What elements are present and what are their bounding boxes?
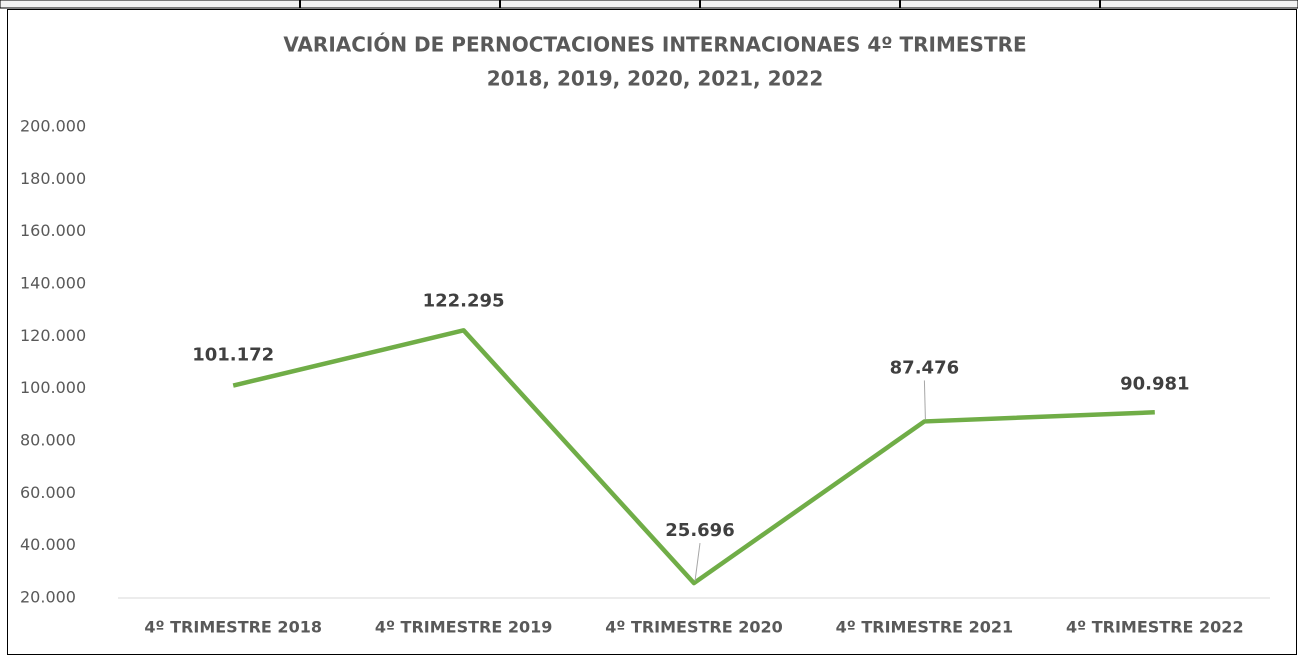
data-label: 87.476 <box>890 357 959 378</box>
chart-subtitle: 2018, 2019, 2020, 2021, 2022 <box>487 67 824 91</box>
y-tick-label: 40.000 <box>20 535 76 554</box>
y-tick-label: 200.000 <box>20 117 86 136</box>
y-tick-label: 180.000 <box>20 169 86 188</box>
x-tick-label: 4º TRIMESTRE 2019 <box>375 618 553 637</box>
y-tick-label: 20.000 <box>20 588 76 607</box>
leader-line <box>923 380 926 420</box>
line-series <box>232 328 1155 586</box>
chart-border <box>7 9 1297 655</box>
y-tick-label: 120.000 <box>20 326 86 345</box>
x-tick-label: 4º TRIMESTRE 2018 <box>144 618 322 637</box>
y-tick-label: 60.000 <box>20 483 76 502</box>
y-tick-label: 100.000 <box>20 378 86 397</box>
sheet-cells <box>0 0 1298 9</box>
data-label: 90.981 <box>1120 373 1189 394</box>
data-label: 122.295 <box>423 290 505 311</box>
cell-strip <box>0 0 1298 9</box>
x-tick-label: 4º TRIMESTRE 2022 <box>1066 618 1244 637</box>
data-label: 101.172 <box>192 345 274 366</box>
data-label: 25.696 <box>665 520 734 541</box>
chart-title: VARIACIÓN DE PERNOCTACIONES INTERNACIONA… <box>283 33 1026 57</box>
y-tick-label: 80.000 <box>20 431 76 450</box>
y-tick-label: 160.000 <box>20 221 86 240</box>
x-tick-label: 4º TRIMESTRE 2020 <box>605 618 783 637</box>
x-tick-label: 4º TRIMESTRE 2021 <box>836 618 1014 637</box>
y-tick-label: 140.000 <box>20 274 86 293</box>
leader-line <box>694 543 701 582</box>
